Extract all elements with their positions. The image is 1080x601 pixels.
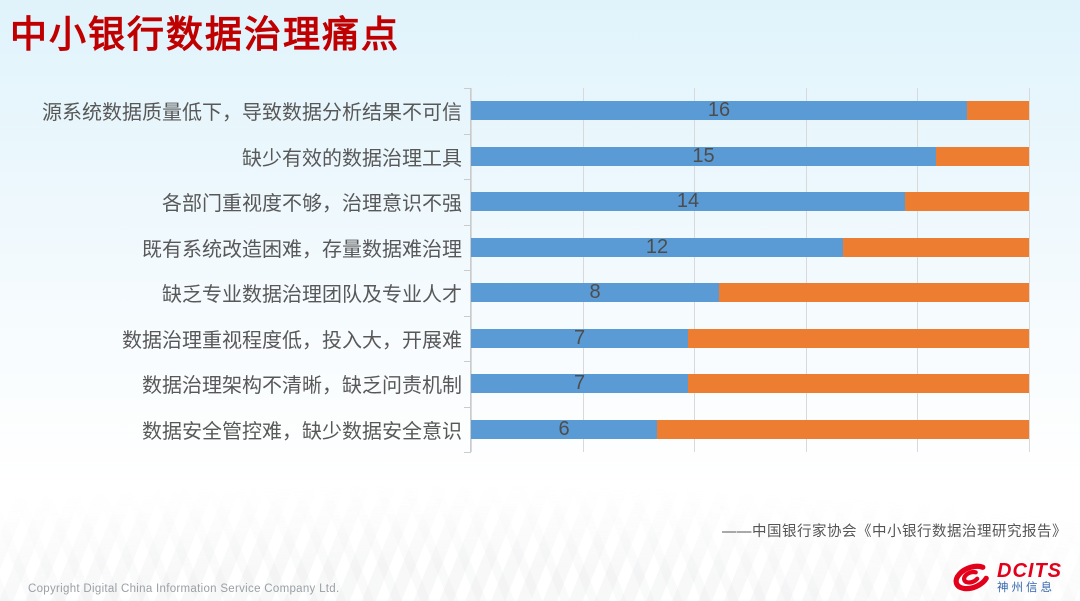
bar-value-label: 7: [573, 326, 586, 349]
category-label: 数据治理架构不清晰，缺乏问责机制: [142, 375, 462, 398]
bar-row: 6: [471, 417, 1029, 440]
axis-tick: [464, 361, 471, 362]
bar-row: 15: [471, 144, 1029, 167]
bar-segment-blue: 14: [471, 190, 905, 213]
bar-segment-blue: 12: [471, 235, 843, 258]
logo-text: DCITS 神州信息: [997, 561, 1062, 595]
axis-tick: [464, 133, 471, 135]
gridline: [1029, 88, 1030, 452]
axis-tick: [464, 179, 471, 180]
bar-segment-orange: [905, 192, 1029, 212]
company-logo: DCITS 神州信息: [951, 561, 1062, 595]
gridline: [471, 88, 472, 452]
copyright-text: Copyright Digital China Information Serv…: [28, 583, 340, 595]
bar-value-label: 8: [589, 281, 601, 304]
bar-segment-orange: [967, 101, 1029, 121]
bar-row: 16: [471, 99, 1029, 122]
axis-tick: [464, 270, 471, 271]
bar-segment-orange: [657, 419, 1029, 439]
axis-tick: [464, 452, 471, 453]
category-label: 缺乏专业数据治理团队及专业人才: [162, 284, 462, 307]
axis-tick: [464, 406, 471, 408]
bar-segment-orange: [688, 374, 1029, 394]
bar-value-label: 6: [558, 417, 570, 440]
logo-company-name: 神州信息: [997, 582, 1055, 595]
source-citation: ——中国银行家协会《中小银行数据治理研究报告》: [722, 524, 1067, 540]
gridline: [582, 88, 584, 452]
bar-value-label: 16: [707, 99, 731, 122]
bar-segment-orange: [719, 283, 1029, 303]
category-label: 各部门重视度不够，治理意识不强: [162, 193, 462, 216]
bar-row: 7: [471, 372, 1029, 395]
bar-row: 12: [471, 235, 1029, 258]
gridline: [805, 88, 807, 452]
bar-row: 14: [471, 190, 1029, 213]
axis-tick: [464, 224, 471, 226]
axis-tick: [464, 315, 471, 317]
axis-tick: [464, 88, 471, 89]
bar-segment-blue: 7: [471, 372, 688, 395]
bar-segment-blue: 7: [471, 326, 688, 349]
category-label: 源系统数据质量低下，导致数据分析结果不可信: [42, 102, 462, 125]
logo-brand: DCITS: [997, 560, 1062, 583]
bar-value-label: 15: [692, 144, 715, 167]
bar-value-label: 7: [573, 372, 586, 395]
bottom-wave-decoration: [0, 471, 1080, 601]
bar-segment-orange: [688, 328, 1029, 348]
plot-area: 16 15 14 12 8 7 7 6: [464, 88, 1030, 453]
bar-value-label: 12: [645, 235, 669, 258]
page-title: 中小银行数据治理痛点: [10, 14, 400, 55]
bar-segment-blue: 15: [471, 144, 936, 167]
bar-segment-orange: [843, 237, 1029, 257]
bar-row: 8: [471, 281, 1029, 304]
bar-segment-blue: 8: [471, 281, 719, 304]
bar-segment-orange: [936, 146, 1029, 166]
bar-row: 7: [471, 326, 1029, 349]
category-label: 数据安全管控难，缺少数据安全意识: [142, 420, 462, 443]
bar-segment-blue: 6: [471, 417, 657, 440]
gridline: [694, 88, 696, 452]
category-label: 缺少有效的数据治理工具: [242, 147, 462, 170]
bar-value-label: 14: [676, 190, 700, 213]
dcits-swirl-icon: [953, 563, 989, 592]
bar-segment-blue: 16: [471, 99, 967, 122]
category-label: 数据治理重视程度低，投入大，开展难: [122, 329, 462, 352]
category-label: 既有系统改造困难，存量数据难治理: [142, 238, 462, 261]
gridline: [917, 88, 919, 452]
